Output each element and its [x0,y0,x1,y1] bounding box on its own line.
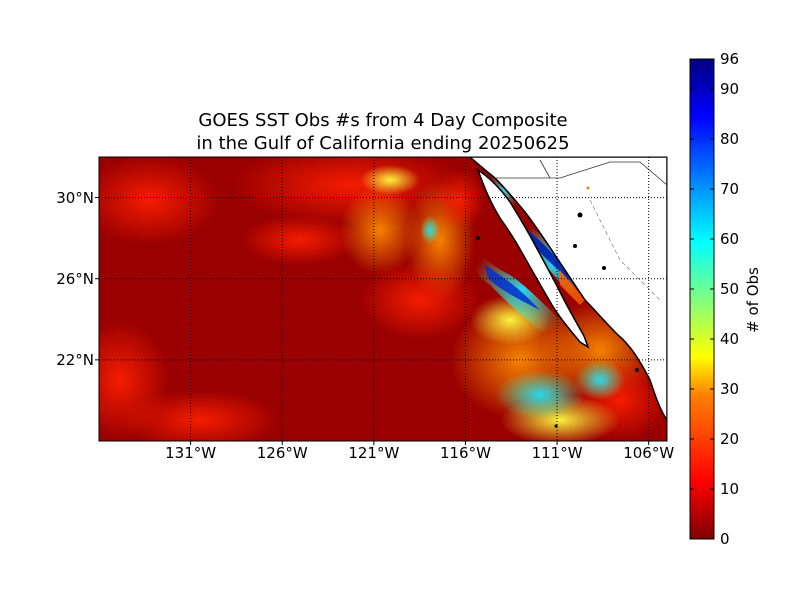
lat-tick-label: 26°N [56,269,94,288]
colorbar-tick-label: 0 [720,530,730,548]
map-frame [98,156,668,442]
lon-tick-label: 121°W [348,444,400,462]
colorbar-tick-label: 60 [720,230,740,248]
colorbar-tick-label: 50 [720,280,740,298]
map-title-line-2: in the Gulf of California ending 2025062… [196,133,570,154]
colorbar [689,58,715,540]
colorbar-tick-label: 10 [720,480,740,498]
colorbar-tick-label: 40 [720,330,740,348]
colorbar-tick-label: 96 [720,50,740,68]
gridlines [99,157,667,441]
colorbar-tick-label: 30 [720,380,740,398]
lon-tick-label: 106°W [623,444,675,462]
tick-marks [95,197,650,445]
lat-tick-label: 22°N [56,350,94,369]
baja-california-land [476,168,590,349]
colorbar-ticks [690,58,714,540]
lon-tick-label: 126°W [256,444,308,462]
lat-tick-label: 30°N [56,188,94,207]
colorbar-tick-label: 20 [720,430,740,448]
lon-tick-label: 116°W [439,444,491,462]
map-title-line-1: GOES SST Obs #s from 4 Day Composite [198,110,568,131]
colorbar-tick-label: 90 [720,80,740,98]
colorbar-title: # of Obs [744,267,762,333]
lon-tick-label: 131°W [165,444,217,462]
lon-tick-label: 111°W [531,444,583,462]
colorbar-tick-label: 70 [720,180,740,198]
colorbar-tick-label: 80 [720,130,740,148]
mainland-land [468,157,667,422]
sst-obs-field [99,157,667,441]
